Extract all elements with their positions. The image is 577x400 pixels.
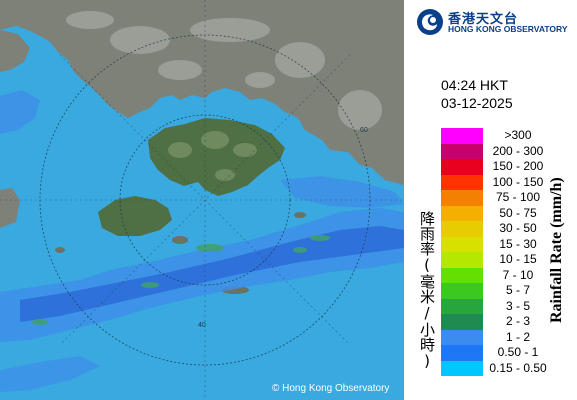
legend-swatch — [441, 314, 483, 330]
legend-range-label: 30 - 50 — [499, 221, 537, 235]
legend-row: 100 - 150 — [441, 174, 551, 190]
legend-range-label: 7 - 10 — [502, 267, 534, 282]
legend-range-label: 2 - 3 — [505, 314, 530, 328]
legend-range-label: 0.15 - 0.50 — [489, 360, 547, 375]
legend-row: 3 - 5 — [441, 298, 551, 314]
legend-range-label: >300 — [504, 128, 532, 142]
western-land — [0, 30, 30, 72]
legend-row: 0.15 - 0.50 — [441, 360, 551, 376]
legend-swatch — [441, 128, 483, 144]
rain-cores — [32, 235, 330, 325]
legend-row: 15 - 30 — [441, 236, 551, 252]
legend-title-en: Rainfall Rate (mm/h) — [548, 177, 565, 323]
legend-row: 200 - 300 — [441, 143, 551, 159]
legend-swatch — [441, 143, 483, 159]
legend-row: 1 - 2 — [441, 329, 551, 345]
legend-swatch — [441, 221, 483, 237]
legend-swatch — [441, 236, 483, 252]
legend-row: >300 — [441, 128, 551, 144]
hko-logo: 香港天文台 HONG KONG OBSERVATORY — [416, 7, 576, 37]
timestamp-time: 04:24 HKT — [441, 77, 508, 93]
legend-row: 150 - 200 — [441, 159, 551, 175]
legend-swatch — [441, 205, 483, 221]
land-texture — [66, 11, 382, 130]
legend-row: 2 - 3 — [441, 314, 551, 330]
legend-row: 50 - 75 — [441, 205, 551, 221]
radar-map[interactable]: 40 60 © Hong Kong Observatory — [0, 0, 404, 400]
rain-echoes — [0, 90, 404, 392]
legend-range-label: 150 - 200 — [492, 159, 544, 173]
hk-terrain — [168, 131, 257, 181]
timestamp-date: 03-12-2025 — [441, 95, 513, 111]
legend-range-label: 10 - 15 — [499, 252, 537, 266]
legend-row: 30 - 50 — [441, 221, 551, 237]
legend-swatch — [441, 360, 483, 376]
legend-range-label: 3 - 5 — [505, 298, 530, 313]
org-name-en: HONG KONG OBSERVATORY — [448, 24, 568, 34]
legend-title-zh: 降雨率(毫米/小時) — [418, 211, 436, 370]
copyright-notice: © Hong Kong Observatory — [272, 383, 390, 394]
legend-range-label: 5 - 7 — [505, 283, 530, 297]
legend-swatch — [441, 174, 483, 190]
hko-logo-icon — [417, 9, 443, 35]
legend-range-label: 75 - 100 — [495, 190, 541, 204]
legend-swatch — [441, 298, 483, 314]
legend-range-label: 200 - 300 — [492, 143, 544, 158]
legend-swatch — [441, 329, 483, 345]
rainfall-legend: >300 200 - 300 150 - 200 100 - 150 75 - 100 5… — [441, 128, 551, 376]
hong-kong-land — [148, 118, 285, 196]
legend-row: 7 - 10 — [441, 267, 551, 283]
legend-row: 5 - 7 — [441, 283, 551, 299]
legend-range-label: 15 - 30 — [499, 236, 537, 251]
legend-row: 75 - 100 — [441, 190, 551, 206]
org-name-zh: 香港天文台 — [448, 12, 519, 27]
legend-range-label: 50 - 75 — [499, 205, 537, 220]
radar-map-image: 40 60 — [0, 0, 404, 400]
legend-row: 10 - 15 — [441, 252, 551, 268]
legend-range-label: 1 - 2 — [505, 329, 530, 344]
legend-swatch — [441, 252, 483, 268]
ring-label-60: 60 — [360, 127, 368, 134]
legend-swatch — [441, 267, 483, 283]
legend-range-label: 100 - 150 — [492, 174, 544, 189]
legend-panel: 香港天文台 HONG KONG OBSERVATORY 04:24 HKT 03… — [404, 0, 577, 400]
legend-swatch — [441, 190, 483, 206]
legend-range-label: 0.50 - 1 — [497, 345, 539, 359]
western-land-2 — [0, 188, 20, 228]
legend-row: 0.50 - 1 — [441, 345, 551, 361]
grid-lines — [0, 0, 404, 400]
ring-label-40: 40 — [198, 322, 206, 329]
legend-swatch — [441, 283, 483, 299]
legend-swatch — [441, 159, 483, 175]
legend-swatch — [441, 345, 483, 361]
lantau-island — [98, 196, 172, 236]
